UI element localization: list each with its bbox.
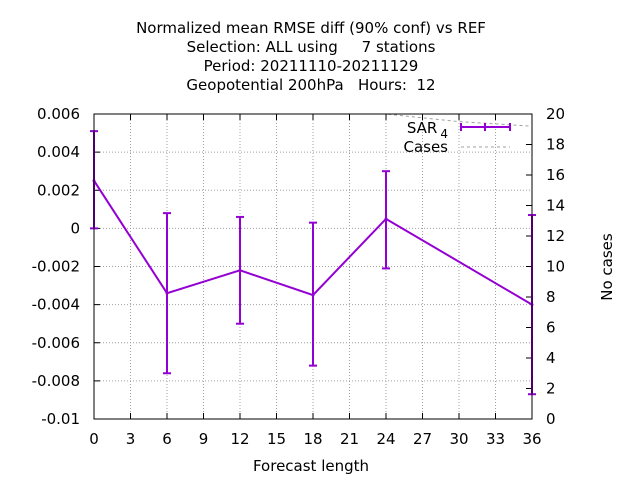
sar-point: [238, 268, 242, 272]
x-tick-label: 21: [340, 430, 359, 448]
x-tick-label: 0: [89, 430, 99, 448]
chart-title: Normalized mean RMSE diff (90% conf) vs …: [136, 19, 486, 94]
y-right-tick-label: 6: [546, 319, 556, 337]
y-right-tick-label: 20: [546, 105, 565, 123]
y-right-tick-label: 14: [546, 197, 565, 215]
x-tick-label: 3: [126, 430, 136, 448]
legend-sar-label: SAR 4: [407, 119, 448, 141]
y-right-tick-label: 8: [546, 288, 556, 306]
sar-point: [384, 217, 388, 221]
title-line-4: Geopotential 200hPa Hours: 12: [186, 76, 435, 94]
y-right-tick-label: 4: [546, 349, 556, 367]
sar-series: [90, 130, 536, 396]
x-tick-label: 12: [230, 430, 249, 448]
y-right-tick-label: 16: [546, 166, 565, 184]
x-axis-ticks: 0 3 6 9 12 15 18 21 24 27 30 33 36: [89, 114, 542, 448]
plot-frame: [93, 113, 533, 420]
x-axis-label: Forecast length: [253, 457, 369, 475]
x-tick-label: 15: [267, 430, 286, 448]
y-right-tick-label: 0: [546, 410, 556, 428]
y-right-axis-label: No cases: [598, 233, 616, 301]
y-left-tick-label: -0.002: [32, 258, 80, 276]
x-tick-label: 36: [522, 430, 541, 448]
y-left-tick-label: -0.006: [32, 334, 80, 352]
legend-sar-swatch: [460, 123, 511, 131]
x-tick-label: 9: [199, 430, 209, 448]
x-tick-label: 33: [486, 430, 505, 448]
sar-line: [93, 180, 533, 306]
sar-point: [165, 291, 169, 295]
title-line-3: Period: 20211110-20211129: [204, 57, 419, 75]
x-tick-label: 6: [162, 430, 172, 448]
legend: SAR 4 Cases: [403, 119, 511, 156]
y-right-tick-label: 12: [546, 227, 565, 245]
sar-point: [311, 293, 315, 297]
title-line-2: Selection: ALL using 7 stations: [187, 38, 436, 56]
y-right-tick-label: 18: [546, 136, 565, 154]
y-right-axis-ticks: 0 2 4 6 8 10 12 14 16 18 20: [526, 105, 565, 428]
x-tick-label: 18: [303, 430, 322, 448]
y-left-tick-label: -0.004: [32, 296, 80, 314]
y-left-tick-label: 0.002: [37, 181, 80, 199]
y-left-tick-label: -0.01: [41, 410, 80, 428]
x-tick-label: 27: [413, 430, 432, 448]
y-left-tick-label: 0.006: [37, 105, 80, 123]
title-line-1: Normalized mean RMSE diff (90% conf) vs …: [136, 19, 486, 37]
y-left-tick-label: -0.008: [32, 372, 80, 390]
legend-cases-label: Cases: [403, 138, 448, 156]
x-tick-label: 30: [449, 430, 468, 448]
y-right-tick-label: 2: [546, 380, 556, 398]
y-left-tick-label: 0.004: [37, 143, 80, 161]
y-left-axis-ticks: -0.01 -0.008 -0.006 -0.004 -0.002 0 0.002 0.004…: [32, 105, 100, 428]
y-right-tick-label: 10: [546, 258, 565, 276]
x-tick-label: 24: [376, 430, 395, 448]
y-left-tick-label: 0: [70, 219, 80, 237]
